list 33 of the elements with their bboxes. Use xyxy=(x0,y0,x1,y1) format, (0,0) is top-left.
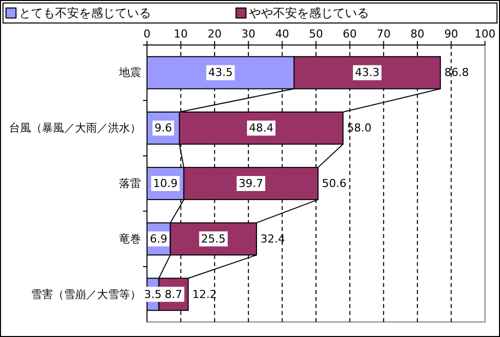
data-label: 25.5 xyxy=(201,232,226,246)
x-tick-label: 0 xyxy=(144,28,150,40)
x-tick-label: 10 xyxy=(174,28,188,40)
legend-label: やや不安を感じている xyxy=(249,6,369,20)
data-label: 3.5 xyxy=(144,288,162,301)
x-tick-label: 60 xyxy=(342,28,357,40)
data-label: 39.7 xyxy=(238,177,264,190)
x-tick-label: 20 xyxy=(208,28,222,40)
x-tick-label: 90 xyxy=(444,28,458,40)
x-tick-label: 100 xyxy=(474,28,496,40)
total-label: 50.6 xyxy=(322,177,347,190)
x-tick-label: 70 xyxy=(376,28,391,40)
legend-label: とても不安を感じている xyxy=(19,6,151,20)
y-tick-label: 雪害（雪崩／大雪等） xyxy=(31,288,141,301)
data-label: 43.5 xyxy=(208,66,233,80)
total-label: 58.0 xyxy=(347,122,372,135)
data-label: 8.7 xyxy=(164,288,182,301)
y-tick-label: 竜巻 xyxy=(119,232,141,246)
x-tick-label: 30 xyxy=(241,28,256,40)
data-label: 48.4 xyxy=(248,122,274,135)
data-label: 10.9 xyxy=(153,177,178,190)
total-label: 32.4 xyxy=(260,232,286,246)
x-tick-label: 80 xyxy=(410,28,424,40)
data-label: 9.6 xyxy=(154,122,172,135)
data-label: 6.9 xyxy=(150,232,168,246)
x-tick-label: 50 xyxy=(309,28,323,40)
x-tick-label: 40 xyxy=(275,28,290,40)
y-tick-label: 地震 xyxy=(118,66,141,80)
y-tick-label: 台風（暴風／大雨／洪水） xyxy=(9,122,141,135)
total-label: 12.2 xyxy=(192,288,217,301)
y-tick-label: 落雷 xyxy=(119,177,141,190)
data-label: 43.3 xyxy=(354,66,380,80)
total-label: 86.8 xyxy=(444,66,469,80)
